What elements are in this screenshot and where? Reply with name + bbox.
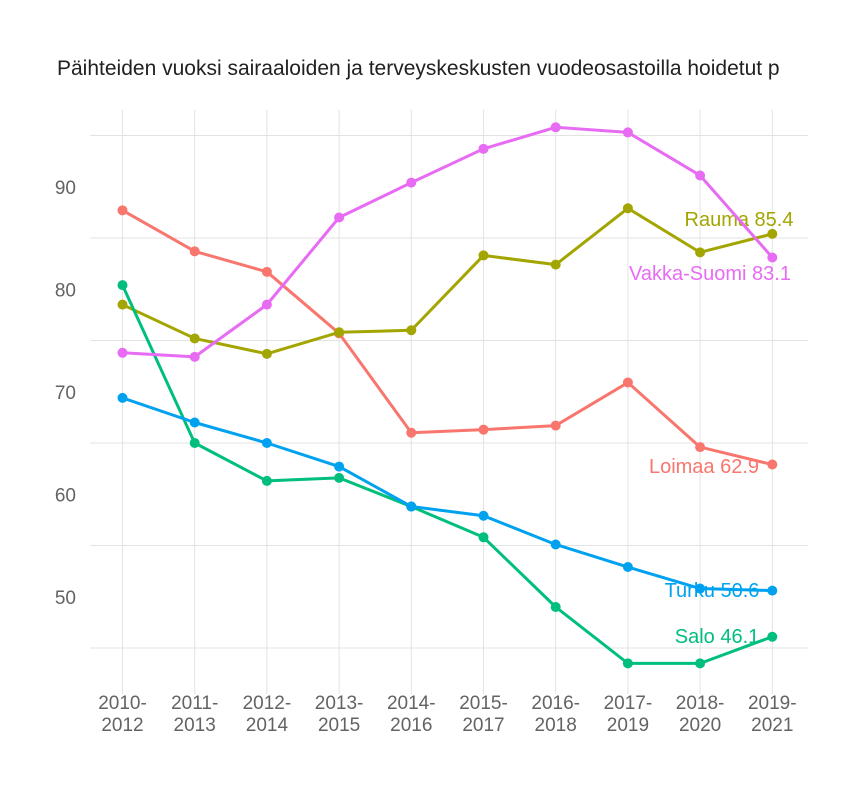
data-point	[550, 259, 561, 270]
data-point	[478, 424, 489, 435]
x-tick-label: 2010-2012	[98, 693, 147, 736]
data-point	[334, 461, 345, 472]
data-point	[261, 348, 272, 359]
data-point	[334, 327, 345, 338]
y-tick-label: 50	[55, 588, 76, 609]
y-tick-label: 60	[55, 485, 76, 506]
series-rauma	[117, 203, 778, 359]
data-point	[406, 427, 417, 438]
data-point	[695, 170, 706, 181]
data-point	[695, 247, 706, 258]
x-tick-label: 2014-2016	[387, 693, 436, 736]
data-point	[189, 351, 200, 362]
data-point	[406, 501, 417, 512]
series-label-loimaa: Loimaa 62.9	[649, 456, 759, 478]
data-point	[406, 177, 417, 188]
data-point	[117, 280, 128, 291]
data-point	[189, 333, 200, 344]
x-tick-label: 2018-2020	[676, 693, 725, 736]
data-point	[189, 438, 200, 448]
series-line-loimaa	[121, 208, 774, 467]
series-salo	[117, 280, 778, 669]
x-tick-label: 2011-2013	[171, 693, 218, 736]
data-point	[478, 532, 489, 543]
data-point	[550, 539, 561, 550]
series-line-turku	[121, 396, 774, 593]
data-point	[767, 252, 778, 263]
x-tick-label: 2012-2014	[243, 693, 292, 736]
data-point	[117, 392, 128, 403]
y-tick-label: 80	[55, 280, 76, 301]
y-tick-label: 70	[55, 383, 76, 404]
data-point	[334, 212, 345, 223]
data-point	[767, 585, 778, 596]
data-point	[261, 438, 272, 448]
data-point	[622, 562, 633, 573]
x-tick-label: 2015-2017	[459, 693, 508, 736]
data-point	[622, 377, 633, 388]
data-point	[117, 299, 128, 310]
series-turku	[117, 392, 778, 596]
data-point	[478, 143, 489, 154]
data-point	[695, 442, 706, 453]
series-vakka-suomi	[117, 122, 778, 362]
data-point	[695, 583, 706, 594]
data-point	[478, 250, 489, 261]
data-point	[117, 205, 128, 216]
data-point	[406, 325, 417, 336]
data-point	[189, 417, 200, 428]
data-point	[261, 475, 272, 486]
data-point	[550, 602, 561, 612]
x-tick-label: 2013-2015	[315, 693, 364, 736]
data-point	[117, 347, 128, 358]
chart-title: Päihteiden vuoksi sairaaloiden ja tervey…	[57, 57, 780, 80]
data-point	[695, 658, 706, 669]
y-tick-label: 90	[55, 178, 76, 199]
series-label-vakka-suomi: Vakka-Suomi 83.1	[629, 263, 791, 285]
data-point	[261, 266, 272, 277]
series-line-salo	[121, 283, 774, 665]
x-tick-label: 2019-2021	[748, 693, 797, 736]
data-point	[550, 122, 561, 133]
data-point	[189, 246, 200, 257]
data-point	[478, 510, 489, 521]
data-point	[622, 658, 633, 669]
series-line-vakka-suomi	[121, 125, 774, 359]
data-point	[550, 420, 561, 431]
data-point	[767, 631, 778, 642]
data-point	[767, 228, 778, 239]
series-label-salo: Salo 46.1	[675, 626, 760, 648]
data-point	[622, 127, 633, 138]
data-point	[334, 472, 345, 483]
data-point	[622, 203, 633, 214]
series-line-rauma	[121, 206, 774, 356]
data-point	[261, 299, 272, 310]
x-tick-label: 2017-2019	[604, 693, 653, 736]
x-tick-label: 2016-2018	[531, 693, 580, 736]
data-point	[767, 459, 778, 470]
